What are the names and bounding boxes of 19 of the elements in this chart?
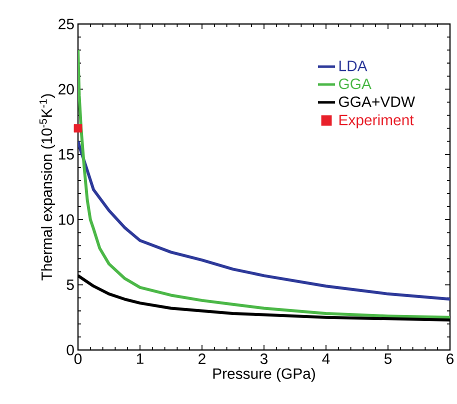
legend-label: LDA xyxy=(339,60,368,72)
x-tick-label: 3 xyxy=(260,354,268,364)
y-tick-label: 10 xyxy=(59,214,74,225)
x-tick-label: 0 xyxy=(74,354,82,364)
x-tick-label: 1 xyxy=(136,354,144,364)
x-axis-title: Pressure (GPa) xyxy=(213,368,315,382)
x-tick-label: 2 xyxy=(198,354,206,364)
x-tick-label: 4 xyxy=(322,354,330,364)
legend-label: Experiment xyxy=(339,114,414,128)
y-tick-label: 5 xyxy=(66,280,74,290)
y-tick-label: 15 xyxy=(59,149,74,160)
y-tick-label: 0 xyxy=(66,344,74,356)
y-tick-label: 25 xyxy=(58,18,74,30)
legend-label: GGA xyxy=(339,78,372,90)
legend-label: GGA+VDW xyxy=(339,96,415,108)
x-tick-label: 6 xyxy=(446,354,454,364)
y-axis-title: Thermal expansion (10$^{-5}$K$^{-1}$) xyxy=(40,94,55,280)
y-tick-label: 20 xyxy=(58,84,74,94)
x-tick-label: 5 xyxy=(384,354,392,364)
